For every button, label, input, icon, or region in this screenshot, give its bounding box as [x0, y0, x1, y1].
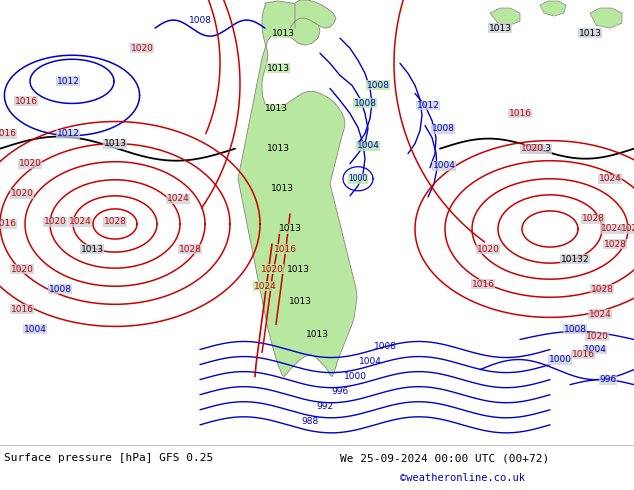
Text: 996: 996 [332, 387, 349, 396]
Text: 1024: 1024 [68, 218, 91, 226]
Text: 1008: 1008 [366, 81, 389, 90]
Text: 1028: 1028 [590, 285, 614, 294]
Text: 1008: 1008 [373, 342, 396, 351]
Text: 1004: 1004 [432, 161, 455, 170]
Polygon shape [490, 8, 520, 25]
Text: 1013: 1013 [266, 64, 290, 73]
Text: 1004: 1004 [583, 345, 607, 354]
Text: We 25-09-2024 00:00 UTC (00+72): We 25-09-2024 00:00 UTC (00+72) [340, 453, 549, 464]
Text: 1024: 1024 [588, 310, 611, 319]
Polygon shape [540, 1, 566, 16]
Text: 1028: 1028 [604, 240, 626, 248]
Text: 1013: 1013 [489, 24, 512, 33]
Text: 1024: 1024 [167, 195, 190, 203]
Text: 1013: 1013 [287, 265, 309, 273]
Text: 1013: 1013 [264, 104, 287, 113]
Text: 1020: 1020 [18, 159, 41, 168]
Text: 1020: 1020 [621, 224, 634, 234]
Text: 1013: 1013 [271, 184, 294, 194]
Text: 992: 992 [316, 402, 333, 411]
Text: 1008: 1008 [188, 16, 212, 25]
Text: 1016: 1016 [0, 129, 16, 138]
Text: 1000: 1000 [348, 174, 368, 183]
Text: 1013: 1013 [306, 330, 328, 339]
Text: 1013: 1013 [81, 245, 103, 253]
Text: 1008: 1008 [354, 99, 377, 108]
Text: 1020: 1020 [521, 144, 543, 153]
Text: 1013: 1013 [266, 144, 290, 153]
Text: 1004: 1004 [23, 325, 46, 334]
Text: 1020: 1020 [11, 265, 34, 273]
Text: 988: 988 [301, 417, 319, 426]
Text: 1024: 1024 [600, 224, 623, 234]
Text: 1008: 1008 [564, 325, 586, 334]
Text: 996: 996 [599, 375, 617, 384]
Text: Surface pressure [hPa] GFS 0.25: Surface pressure [hPa] GFS 0.25 [4, 453, 213, 464]
Text: 1020: 1020 [586, 332, 609, 341]
Text: 1013: 1013 [103, 139, 127, 148]
Text: 1012: 1012 [56, 129, 79, 138]
Text: 1028: 1028 [103, 218, 126, 226]
Text: 1000: 1000 [548, 355, 571, 364]
Polygon shape [590, 8, 622, 28]
Text: 1020: 1020 [44, 218, 67, 226]
Text: 1000: 1000 [344, 372, 366, 381]
Text: 1013: 1013 [578, 28, 602, 38]
Text: 1028: 1028 [179, 245, 202, 253]
Text: 1016: 1016 [571, 350, 595, 359]
Polygon shape [290, 0, 336, 31]
Text: 10132: 10132 [560, 255, 590, 264]
Text: 1016: 1016 [508, 109, 531, 118]
Text: 1013: 1013 [288, 297, 311, 306]
Text: 1016: 1016 [15, 97, 37, 106]
Text: 1024: 1024 [254, 282, 276, 291]
Text: 1013: 1013 [271, 28, 295, 38]
Text: 1013: 1013 [529, 144, 552, 153]
Text: 1008: 1008 [48, 285, 72, 294]
Text: 1016: 1016 [472, 280, 495, 289]
Text: 1012: 1012 [417, 101, 439, 110]
Polygon shape [238, 1, 357, 377]
Text: ©weatheronline.co.uk: ©weatheronline.co.uk [400, 473, 525, 484]
Text: 1016: 1016 [11, 305, 34, 314]
Text: 1020: 1020 [131, 44, 153, 53]
Text: 1020: 1020 [477, 245, 500, 253]
Text: 1008: 1008 [432, 124, 455, 133]
Text: 1020: 1020 [261, 265, 283, 273]
Text: 1013: 1013 [278, 224, 302, 234]
Text: 1016: 1016 [0, 220, 16, 228]
Text: 1012: 1012 [56, 77, 79, 86]
Text: 1004: 1004 [356, 141, 379, 150]
Text: 1004: 1004 [359, 357, 382, 366]
Text: 1024: 1024 [598, 174, 621, 183]
Text: 1016: 1016 [273, 245, 297, 253]
Text: 1020: 1020 [11, 189, 34, 198]
Text: 1028: 1028 [581, 215, 604, 223]
